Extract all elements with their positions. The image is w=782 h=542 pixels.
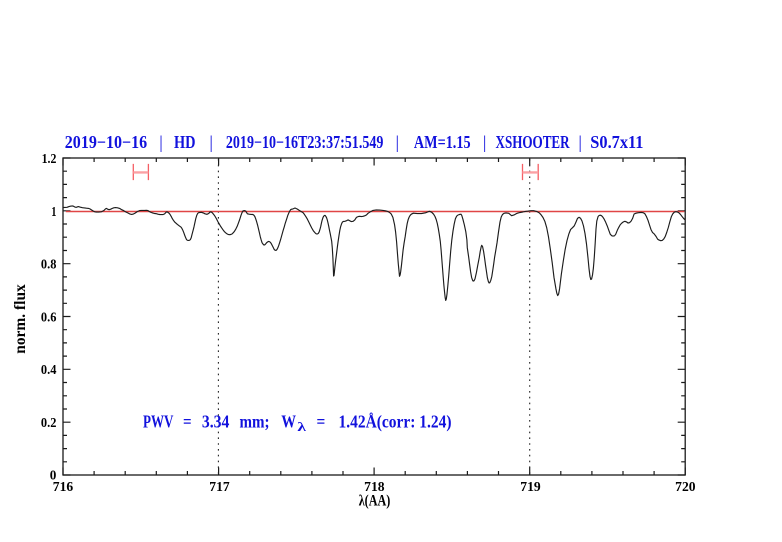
svg-text:|: | (396, 132, 399, 152)
svg-text:HD: HD (174, 132, 196, 152)
svg-text:0.6: 0.6 (41, 309, 57, 324)
svg-text:|: | (210, 132, 213, 152)
svg-text:720: 720 (675, 479, 696, 494)
svg-text:W: W (281, 412, 296, 432)
svg-text:λ(AA): λ(AA) (359, 493, 391, 510)
svg-text:|: | (160, 132, 163, 152)
svg-text:0.4: 0.4 (41, 362, 57, 377)
svg-text:S0.7x11: S0.7x11 (590, 132, 643, 152)
svg-text:717: 717 (209, 479, 230, 494)
svg-text:norm. flux: norm. flux (12, 284, 29, 354)
svg-text:1.42Å(corr: 1.24): 1.42Å(corr: 1.24) (339, 412, 452, 432)
svg-text:718: 718 (364, 479, 385, 494)
svg-text:716: 716 (53, 479, 74, 494)
svg-text:=: = (317, 412, 326, 432)
svg-text:AM=1.15: AM=1.15 (414, 132, 471, 152)
svg-text:0: 0 (50, 468, 57, 483)
svg-text:|: | (579, 132, 582, 152)
svg-text:1: 1 (51, 204, 56, 219)
svg-text:mm;: mm; (240, 412, 270, 432)
svg-text:λ: λ (297, 419, 306, 434)
svg-text:|: | (483, 132, 486, 152)
svg-text:1.2: 1.2 (42, 151, 57, 166)
svg-text:PWV: PWV (143, 412, 174, 432)
svg-text:3.34: 3.34 (202, 412, 230, 432)
svg-text:0.8: 0.8 (41, 257, 57, 272)
svg-text:2019−10−16: 2019−10−16 (65, 132, 148, 152)
svg-text:2019−10−16T23:37:51.549: 2019−10−16T23:37:51.549 (226, 132, 384, 152)
svg-text:XSHOOTER: XSHOOTER (496, 132, 570, 152)
svg-text:=: = (183, 412, 192, 432)
svg-text:0.2: 0.2 (41, 415, 57, 430)
svg-text:719: 719 (520, 479, 541, 494)
